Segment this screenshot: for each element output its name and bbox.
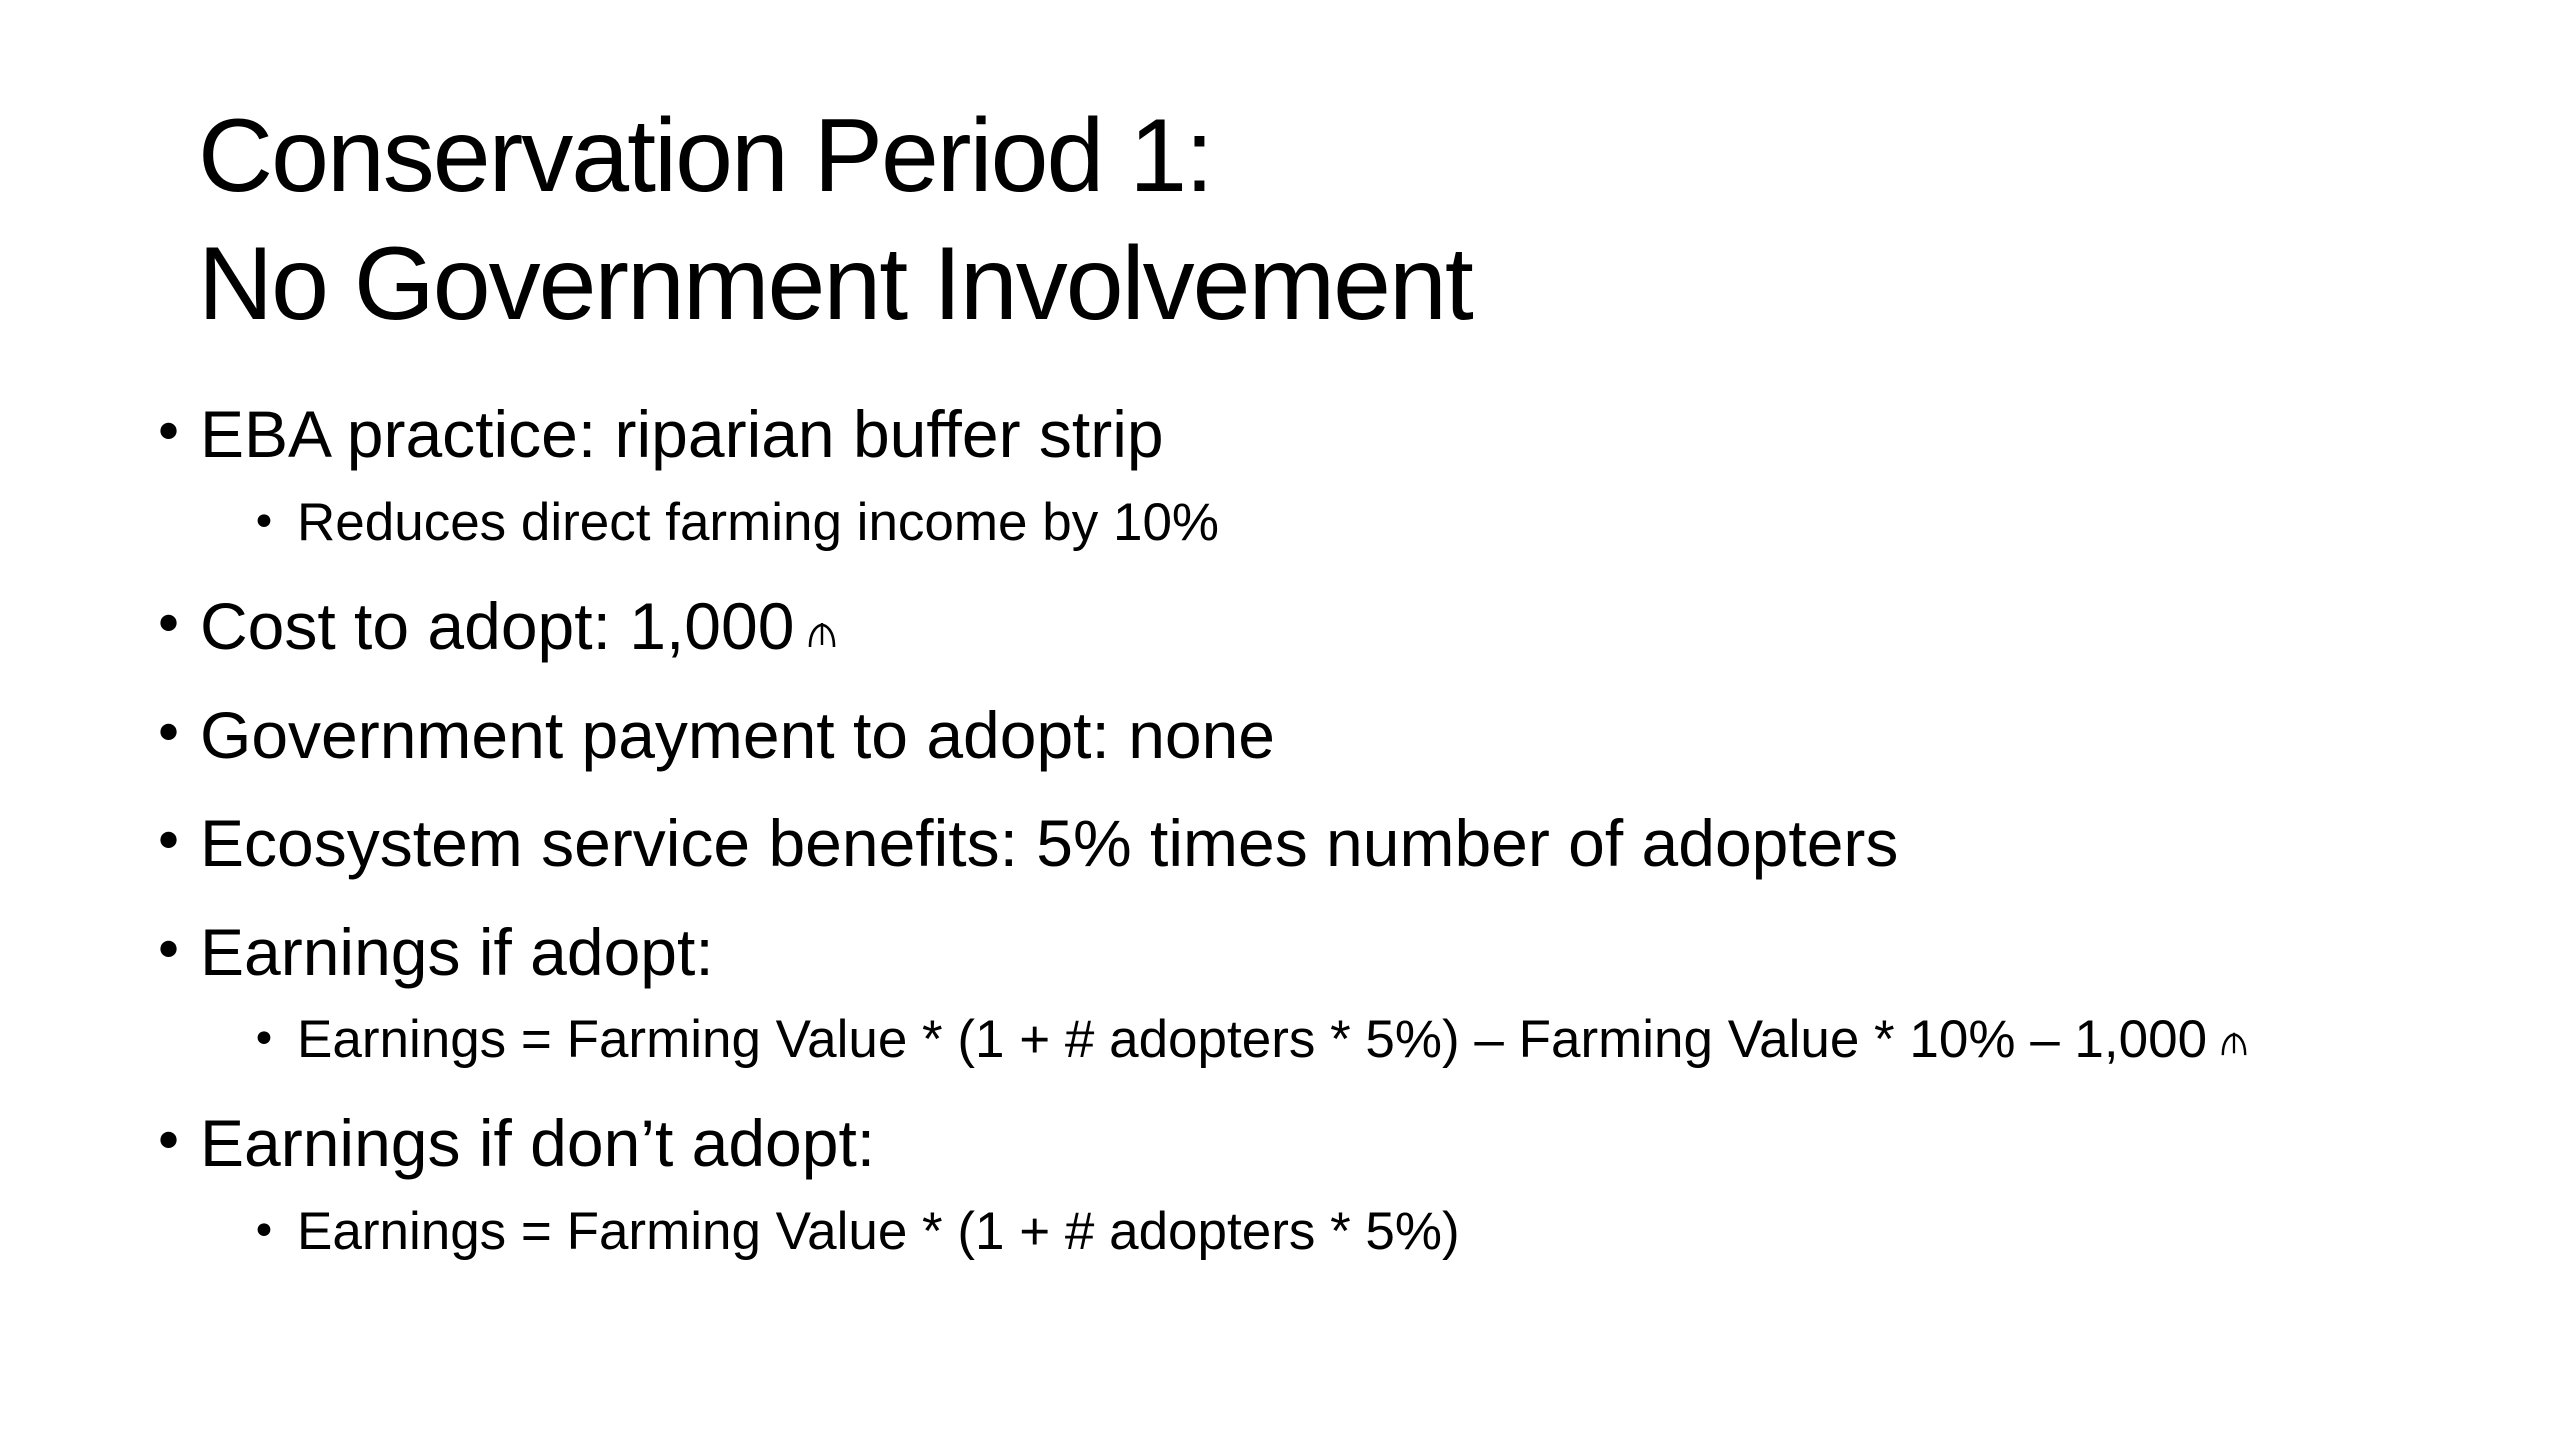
bullet-marker: • [152,919,186,984]
bullet-marker: • [152,702,186,767]
title-line-2: No Government Involvement [198,226,1474,342]
bullet-text: Earnings if don’t adopt: [200,1106,876,1180]
bullet-text: EBA practice: riparian buffer strip [200,397,1164,471]
bullet-marker: • [251,1206,277,1257]
bullet-marker: • [251,497,277,548]
currency-symbol-icon [809,623,836,648]
slide-title: Conservation Period 1: No Government Inv… [198,92,1474,348]
bullet-item: • Earnings if adopt: [152,912,714,992]
bullet-text: Earnings if adopt: [200,915,714,989]
bullet-marker: • [152,810,186,875]
bullet-marker: • [152,401,186,466]
title-line-1: Conservation Period 1: [198,98,1214,214]
bullet-text: Reduces direct farming income by 10% [297,493,1220,552]
bullet-text: Earnings = Farming Value * (1 + # adopte… [297,1010,2208,1069]
bullet-item: • Cost to adopt: 1,000 [152,586,838,666]
sub-bullet-item: • Earnings = Farming Value * (1 + # adop… [251,1199,1460,1265]
sub-bullet-item: • Earnings = Farming Value * (1 + # adop… [251,1007,2249,1073]
bullet-item: • Earnings if don’t adopt: [152,1103,876,1183]
bullet-marker: • [152,1110,186,1175]
bullet-item: • Ecosystem service benefits: 5% times n… [152,803,1899,883]
bullet-text: Cost to adopt: 1,000 [200,589,795,663]
sub-bullet-item: • Reduces direct farming income by 10% [251,490,1220,556]
bullet-text: Earnings = Farming Value * (1 + # adopte… [297,1202,1460,1261]
currency-symbol-icon [2221,1032,2247,1056]
bullet-marker: • [152,593,186,658]
bullet-item: • EBA practice: riparian buffer strip [152,394,1164,474]
bullet-item: • Government payment to adopt: none [152,695,1276,775]
bullet-marker: • [251,1014,277,1065]
bullet-text: Government payment to adopt: none [200,698,1276,772]
bullet-text: Ecosystem service benefits: 5% times num… [200,806,1899,880]
